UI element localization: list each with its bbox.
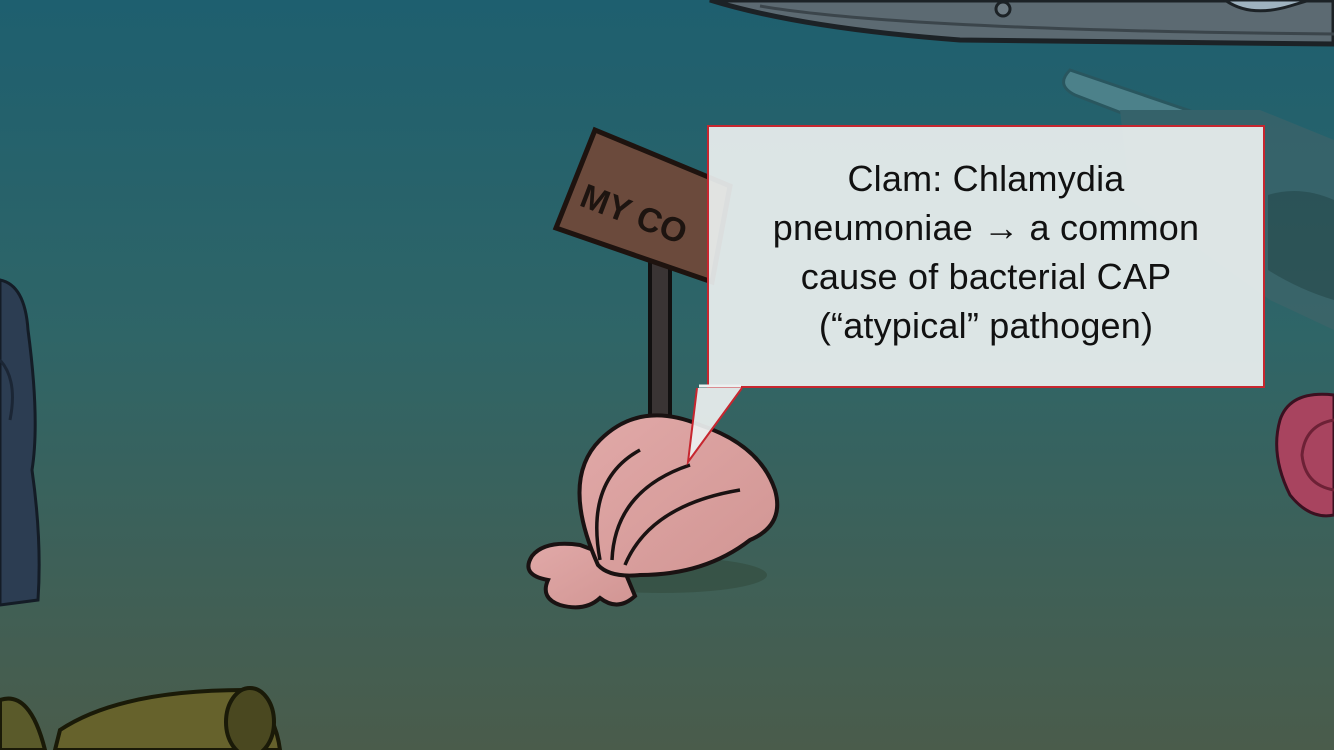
signpost-icon xyxy=(552,126,733,420)
callout-text: Clam: Chlamydia pneumoniae → a common ca… xyxy=(772,157,1200,346)
anemone xyxy=(1275,392,1334,518)
annotation-callout: Clam: Chlamydia pneumoniae → a common ca… xyxy=(707,125,1265,388)
barrels xyxy=(0,686,283,750)
left-rock xyxy=(0,278,41,607)
boat-hull xyxy=(709,0,1334,47)
